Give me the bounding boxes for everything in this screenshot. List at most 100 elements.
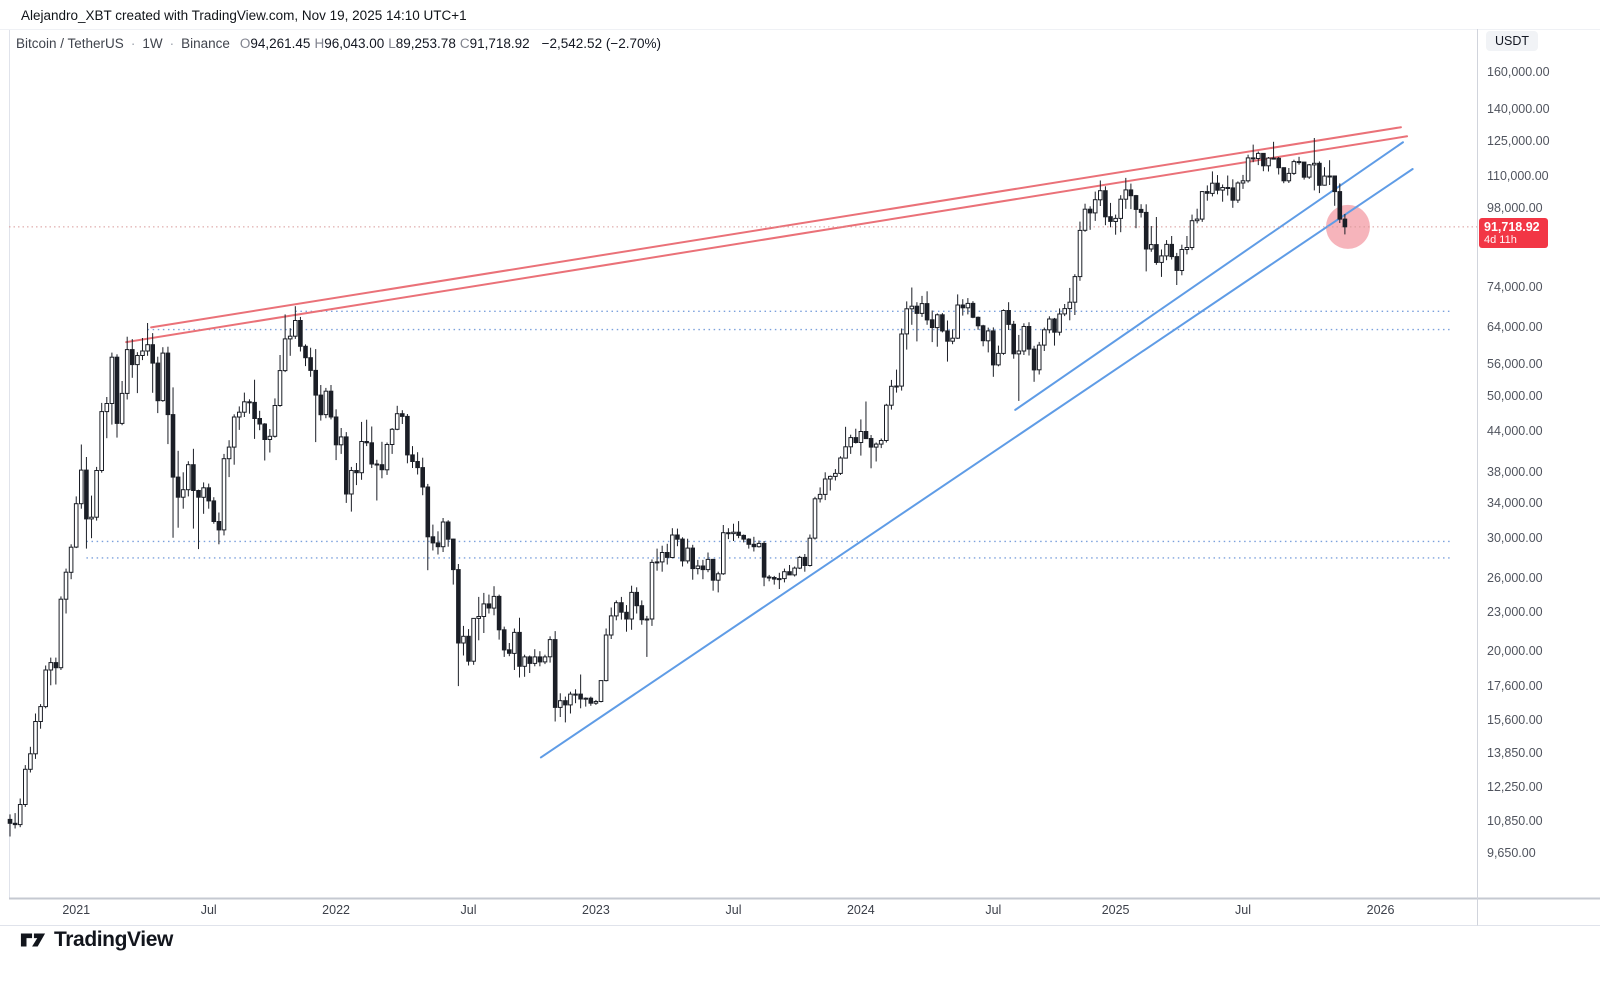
candle-body	[690, 547, 696, 570]
trendline-blue-trend-upper[interactable]	[1014, 141, 1404, 411]
candle-body	[817, 493, 823, 500]
candle-body	[1342, 218, 1348, 228]
highlight-circle[interactable]	[1325, 204, 1370, 249]
candle-body	[501, 629, 507, 651]
price-tick-label: 125,000.00	[1487, 133, 1550, 148]
time-tick-label: Jul	[1234, 903, 1251, 917]
candle-body	[1067, 301, 1073, 310]
candle-body	[700, 565, 706, 571]
candle-body	[445, 521, 451, 540]
candle-body	[751, 543, 757, 548]
price-tick-label: 98,000.00	[1487, 201, 1543, 216]
ohlc-values: O94,261.45 H96,043.00 L89,253.78 C91,718.92	[236, 36, 530, 51]
candle-body	[1276, 157, 1282, 169]
price-tick-label: 56,000.00	[1487, 357, 1543, 372]
time-tick-label: 2021	[62, 903, 91, 917]
candle-body	[603, 634, 609, 682]
exchange-label: Binance	[181, 36, 230, 51]
candle-body	[639, 605, 645, 621]
candle-body	[1296, 161, 1302, 164]
candle-body	[914, 305, 920, 314]
candle-body	[186, 464, 191, 491]
tradingview-logo-icon	[20, 933, 46, 947]
candle-body	[410, 454, 415, 462]
currency-badge[interactable]: USDT	[1486, 31, 1539, 51]
candle-body	[583, 697, 589, 700]
candle-body	[634, 591, 640, 607]
candle-body	[308, 357, 313, 371]
candle-body	[150, 344, 155, 364]
candle-body	[1271, 157, 1276, 160]
price-tick-label: 110,000.00	[1487, 169, 1549, 184]
candle-body	[415, 461, 420, 469]
candle-body	[547, 639, 553, 658]
candle-body	[84, 469, 89, 520]
candle-body	[99, 411, 105, 472]
candle-body	[721, 532, 726, 575]
ohlc-key: O	[239, 36, 251, 51]
candle-body	[598, 680, 604, 702]
candle-body	[63, 571, 69, 600]
candle-body	[344, 436, 349, 495]
candle-body	[1205, 191, 1210, 194]
interval-label[interactable]: 1W	[142, 36, 163, 51]
candle-body	[741, 534, 747, 540]
time-tick-label: 2026	[1366, 903, 1395, 917]
candle-body	[1103, 190, 1108, 218]
ohlc-key: H	[314, 36, 325, 51]
candle-body	[807, 537, 813, 567]
candle-body	[420, 467, 425, 488]
candle-body	[573, 693, 578, 696]
candle-body	[318, 394, 324, 416]
candle-body	[23, 768, 28, 805]
candle-body	[619, 602, 624, 613]
candle-body	[1194, 218, 1200, 222]
symbol-name[interactable]: Bitcoin / TetherUS	[16, 36, 124, 51]
candle-body	[400, 413, 405, 417]
candle-body	[231, 416, 237, 448]
candle-body	[1261, 152, 1266, 167]
candle-body	[1281, 167, 1287, 182]
price-tick-label: 26,000.00	[1487, 570, 1543, 585]
trendline-blue-trend-main[interactable]	[539, 168, 1414, 759]
candle-body	[858, 431, 864, 443]
tradingview-logo[interactable]: TradingView	[20, 928, 173, 952]
candle-body	[38, 706, 43, 722]
candle-body	[588, 697, 594, 704]
price-tick-label: 13,850.00	[1487, 745, 1543, 760]
candle-body	[1001, 310, 1006, 354]
candle-body	[267, 435, 273, 440]
candle-body	[440, 521, 446, 548]
trendline-red-channel-upper[interactable]	[150, 126, 1402, 329]
candle-body	[73, 503, 79, 548]
price-tick-label: 10,850.00	[1487, 813, 1543, 828]
candle-body	[975, 316, 981, 327]
ohlc-C: C91,718.92	[459, 36, 530, 51]
candle-body	[782, 571, 787, 580]
candle-body	[196, 490, 201, 498]
candle-body	[777, 578, 782, 581]
candle-body	[1179, 249, 1185, 271]
candle-body	[58, 598, 64, 669]
candle-body	[277, 370, 283, 407]
candle-body	[1184, 247, 1190, 250]
candle-body	[338, 436, 344, 446]
candle-body	[226, 446, 232, 460]
candle-body	[675, 534, 680, 540]
price-tick-label: 12,250.00	[1487, 779, 1543, 794]
candle-body	[665, 552, 670, 558]
candle-body	[201, 487, 206, 498]
candle-body	[715, 573, 721, 581]
candle-body	[848, 437, 854, 448]
candle-body	[853, 437, 859, 444]
candle-body	[486, 603, 492, 609]
symbol-legend: Bitcoin / TetherUS · 1W · Binance O94,26…	[16, 36, 661, 51]
candle-body	[1291, 161, 1297, 174]
candle-body	[1245, 157, 1251, 182]
candle-body	[695, 565, 701, 570]
trendline-red-channel-lower[interactable]	[125, 135, 1409, 344]
price-tick-label: 30,000.00	[1487, 530, 1543, 545]
candle-body	[614, 602, 619, 617]
